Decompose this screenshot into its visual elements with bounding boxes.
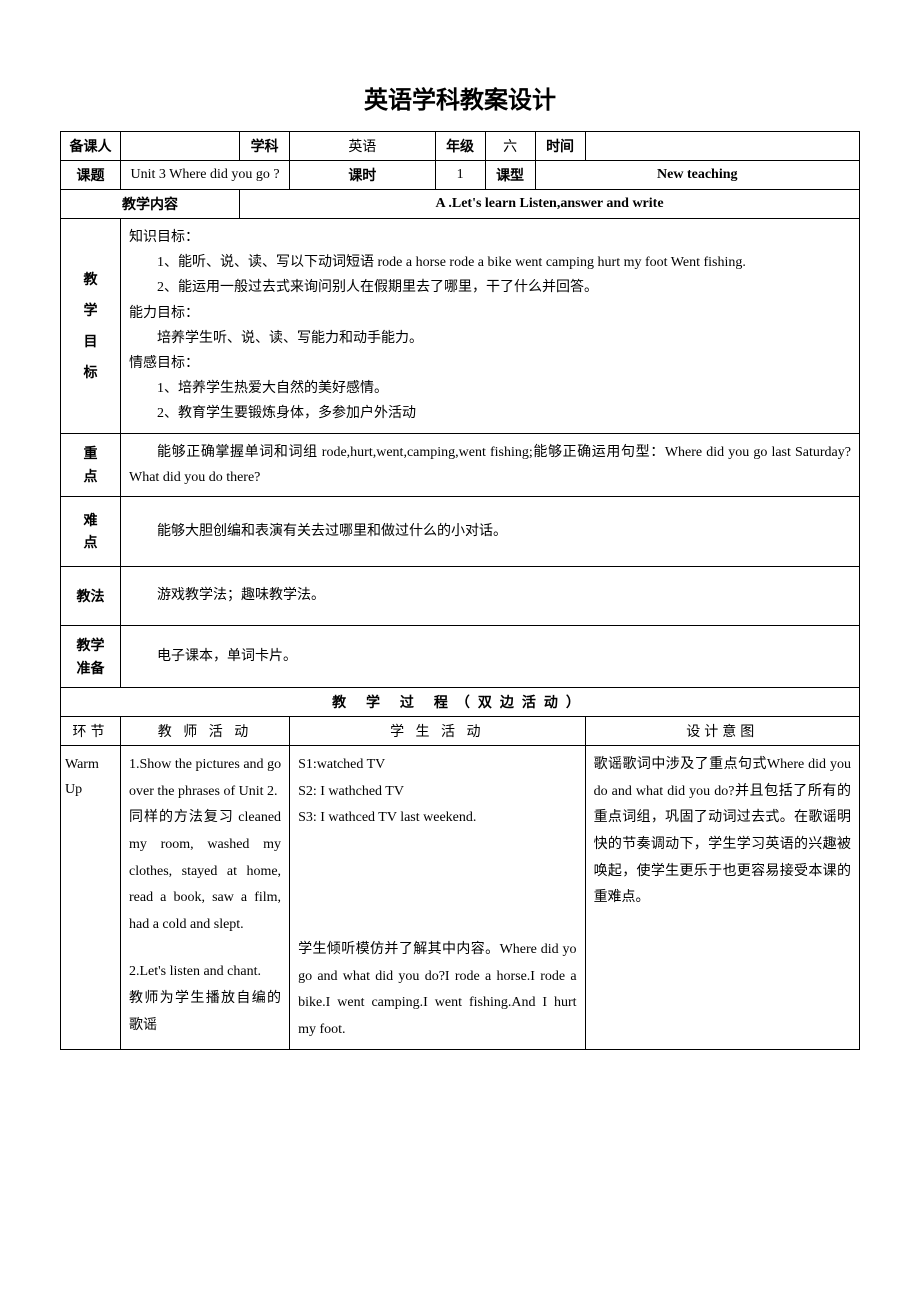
label-period: 课时	[290, 161, 436, 190]
ability-1: 培养学生听、说、读、写能力和动手能力。	[129, 326, 851, 351]
emotion-2: 2、教育学生要锻炼身体，多参加户外活动	[129, 401, 851, 426]
label-preparer: 备课人	[61, 132, 121, 161]
process-header: 教 学 过 程（双边活动）	[61, 688, 860, 717]
teacher-line-3: 2.Let's listen and chant.	[129, 959, 281, 986]
label-type: 课型	[485, 161, 535, 190]
keypoints-content: 能够正确掌握单词和词组 rode,hurt,went,camping,went …	[121, 433, 860, 496]
value-grade: 六	[485, 132, 535, 161]
label-preparation: 教学准备	[61, 626, 121, 688]
difficulties-content: 能够大胆创编和表演有关去过哪里和做过什么的小对话。	[121, 496, 860, 566]
value-type: New teaching	[535, 161, 859, 190]
process-columns-row: 环节 教 师 活 动 学 生 活 动 设计意图	[61, 717, 860, 746]
col-teacher: 教 师 活 动	[121, 717, 290, 746]
value-subject: 英语	[290, 132, 436, 161]
phase-warmup-name: Warm Up	[61, 746, 121, 1050]
student-line-2: S2: I wathched TV	[298, 779, 577, 806]
value-period: 1	[435, 161, 485, 190]
difficulties-text: 能够大胆创编和表演有关去过哪里和做过什么的小对话。	[129, 519, 851, 544]
label-content: 教学内容	[61, 190, 240, 219]
keypoints-row: 重点 能够正确掌握单词和词组 rode,hurt,went,camping,we…	[61, 433, 860, 496]
emotion-1: 1、培养学生热爱大自然的美好感情。	[129, 376, 851, 401]
teacher-line-4: 教师为学生播放自编的歌谣	[129, 986, 281, 1039]
process-header-row: 教 学 过 程（双边活动）	[61, 688, 860, 717]
col-phase: 环节	[61, 717, 121, 746]
student-line-3: S3: I wathced TV last weekend.	[298, 805, 577, 832]
knowledge-1: 1、能听、说、读、写以下动词短语 rode a horse rode a bik…	[129, 250, 851, 275]
phase-warmup-row: Warm Up 1.Show the pictures and go over …	[61, 746, 860, 1050]
label-objectives: 教学目标	[61, 219, 121, 434]
label-topic: 课题	[61, 161, 121, 190]
ability-title: 能力目标：	[129, 301, 851, 326]
methods-content: 游戏教学法；趣味教学法。	[121, 566, 860, 626]
teacher-line-2: 同样的方法复习 cleaned my room, washed my cloth…	[129, 805, 281, 938]
label-difficulties: 难点	[61, 496, 121, 566]
preparation-content: 电子课本，单词卡片。	[121, 626, 860, 688]
objectives-content: 知识目标： 1、能听、说、读、写以下动词短语 rode a horse rode…	[121, 219, 860, 434]
difficulties-row: 难点 能够大胆创编和表演有关去过哪里和做过什么的小对话。	[61, 496, 860, 566]
teacher-activity: 1.Show the pictures and go over the phra…	[121, 746, 290, 1050]
document-title: 英语学科教案设计	[60, 80, 860, 115]
label-methods: 教法	[61, 566, 121, 626]
label-keypoints: 重点	[61, 433, 121, 496]
design-intent: 歌谣歌词中涉及了重点句式Where did you do and what di…	[585, 746, 859, 1050]
preparation-text: 电子课本，单词卡片。	[129, 644, 851, 669]
value-content: A .Let's learn Listen,answer and write	[240, 190, 860, 219]
methods-row: 教法 游戏教学法；趣味教学法。	[61, 566, 860, 626]
methods-text: 游戏教学法；趣味教学法。	[129, 583, 851, 608]
keypoints-text: 能够正确掌握单词和词组 rode,hurt,went,camping,went …	[129, 440, 851, 490]
knowledge-title: 知识目标：	[129, 225, 851, 250]
knowledge-2: 2、能运用一般过去式来询问别人在假期里去了哪里，干了什么并回答。	[129, 275, 851, 300]
col-design: 设计意图	[585, 717, 859, 746]
col-student: 学 生 活 动	[290, 717, 586, 746]
header-row-1: 备课人 学科 英语 年级 六 时间	[61, 132, 860, 161]
student-line-1: S1:watched TV	[298, 752, 577, 779]
preparation-row: 教学准备 电子课本，单词卡片。	[61, 626, 860, 688]
label-time: 时间	[535, 132, 585, 161]
content-row: 教学内容 A .Let's learn Listen,answer and wr…	[61, 190, 860, 219]
value-topic: Unit 3 Where did you go ?	[121, 161, 290, 190]
emotion-title: 情感目标：	[129, 351, 851, 376]
student-activity: S1:watched TV S2: I wathched TV S3: I wa…	[290, 746, 586, 1050]
label-grade: 年级	[435, 132, 485, 161]
teacher-line-1: 1.Show the pictures and go over the phra…	[129, 752, 281, 805]
value-time	[585, 132, 859, 161]
student-line-4: 学生倾听模仿并了解其中内容。Where did yo go and what d…	[298, 937, 577, 1043]
label-subject: 学科	[240, 132, 290, 161]
header-row-2: 课题 Unit 3 Where did you go ? 课时 1 课型 New…	[61, 161, 860, 190]
lesson-plan-table: 备课人 学科 英语 年级 六 时间 课题 Unit 3 Where did yo…	[60, 131, 860, 1050]
value-preparer	[121, 132, 240, 161]
objectives-row: 教学目标 知识目标： 1、能听、说、读、写以下动词短语 rode a horse…	[61, 219, 860, 434]
